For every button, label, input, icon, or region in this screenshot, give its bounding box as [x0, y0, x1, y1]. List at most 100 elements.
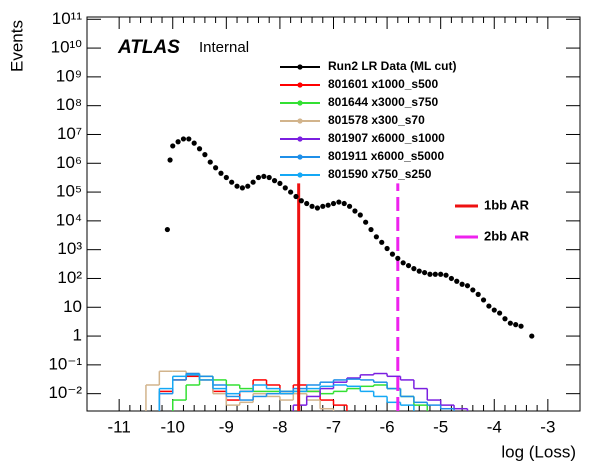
data-point: [529, 333, 535, 339]
data-point: [480, 297, 487, 303]
data-point: [191, 140, 197, 146]
data-point: [261, 173, 267, 180]
data-point: [175, 139, 181, 145]
y-tick-label: 10⁻²: [48, 383, 82, 402]
legend-label: 801601 x1000_s500: [328, 77, 438, 91]
y-tick-label: 10: [63, 297, 82, 316]
data-point: [416, 268, 422, 274]
legend-marker: [297, 172, 303, 178]
x-tick-label: -11: [107, 417, 130, 436]
data-point: [346, 203, 353, 209]
x-tick-label: -10: [160, 417, 185, 436]
data-point: [167, 157, 173, 163]
data-point: [427, 271, 433, 277]
y-tick-label: 1: [73, 326, 82, 345]
y-tick-label: 10⁹: [56, 66, 82, 85]
legend-label: Run2 LR Data (ML cut): [328, 59, 456, 73]
data-point: [443, 272, 449, 278]
y-tick-label: 10³: [57, 239, 82, 258]
x-tick-label: -4: [487, 417, 502, 436]
x-axis-label: log (Loss): [501, 442, 576, 461]
data-point: [363, 219, 369, 225]
data-point: [255, 174, 262, 181]
data-point: [373, 234, 379, 240]
legend-marker: [297, 64, 303, 70]
data-point: [352, 208, 358, 214]
data-point: [186, 136, 192, 142]
data-point: [395, 255, 401, 261]
data-point: [229, 179, 235, 185]
data-point: [464, 283, 471, 289]
data-point: [502, 316, 508, 322]
data-point: [518, 323, 524, 329]
x-tick-label: -9: [219, 417, 234, 436]
data-point: [196, 146, 203, 152]
data-point: [266, 174, 272, 181]
plot-frame: [86, 16, 581, 412]
y-tick-label: 10⁴: [56, 210, 82, 229]
data-point: [298, 198, 304, 204]
data-point: [421, 269, 428, 276]
y-axis-label: Events: [7, 20, 26, 72]
data-point: [330, 200, 337, 207]
legend-label: 2bb AR: [484, 228, 530, 243]
data-point: [389, 251, 396, 257]
y-tick-label: 10⁵: [56, 182, 82, 201]
y-tick-label: 10⁷: [57, 124, 82, 143]
data-point: [245, 183, 251, 189]
data-point: [411, 266, 417, 272]
data-point: [277, 180, 283, 187]
data-point: [213, 165, 219, 171]
data-point: [432, 271, 438, 277]
legend-label: 801907 x6000_s1000: [328, 131, 445, 145]
data-point: [282, 185, 288, 191]
x-tick-label: -7: [326, 417, 341, 436]
y-tick-label: 10¹¹: [52, 9, 83, 28]
data-point: [470, 287, 476, 293]
data-point: [304, 200, 310, 207]
plot-area: [145, 136, 535, 411]
x-tick-label: -3: [540, 417, 555, 436]
data-point: [357, 212, 363, 218]
data-point: [384, 245, 390, 252]
data-point: [202, 152, 208, 158]
data-point: [234, 183, 240, 189]
data-point: [497, 310, 503, 316]
data-point: [180, 136, 187, 142]
data-point: [293, 193, 299, 200]
data-point: [223, 174, 229, 181]
y-tick-label: 10²: [57, 268, 82, 287]
data-point: [400, 260, 406, 266]
legend-marker: [297, 136, 303, 142]
y-tick-label: 10⁶: [56, 153, 82, 172]
data-point: [314, 205, 321, 211]
data-point: [491, 307, 497, 313]
data-point: [438, 271, 444, 277]
atlas-label: ATLAS: [117, 37, 180, 58]
data-point: [368, 226, 374, 233]
data-point: [454, 278, 460, 284]
data-point: [288, 189, 294, 195]
data-point: [475, 291, 481, 297]
data-point: [207, 159, 213, 165]
data-point: [341, 200, 347, 207]
legend-marker: [297, 82, 303, 88]
legend-label: 801644 x3000_s750: [328, 95, 438, 109]
legend-label: 801911 x6000_s5000: [328, 149, 444, 163]
y-tick-label: 10⁻¹: [48, 354, 82, 373]
data-point: [250, 179, 256, 185]
legend-marker: [297, 100, 303, 106]
x-tick-label: -8: [272, 417, 287, 436]
data-point: [164, 226, 170, 233]
data-point: [405, 262, 412, 269]
data-point: [325, 202, 331, 208]
legend-marker: [297, 154, 303, 160]
legend-label: 1bb AR: [484, 197, 530, 212]
data-point: [486, 303, 492, 309]
legend-label: 801578 x300_s70: [328, 113, 425, 127]
data-point: [379, 239, 385, 245]
data-point: [271, 178, 278, 184]
data-point: [320, 203, 326, 209]
data-point: [170, 143, 176, 149]
